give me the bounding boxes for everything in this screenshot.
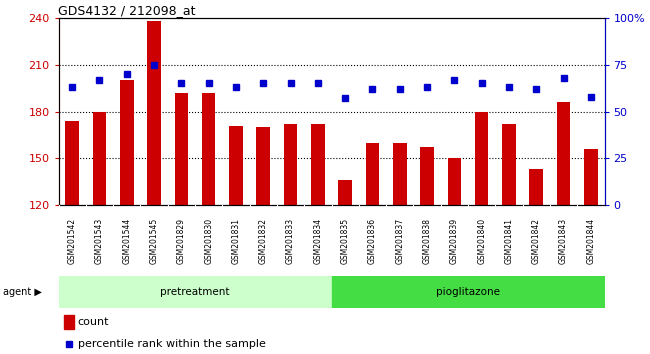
Text: GSM201841: GSM201841 <box>504 218 514 264</box>
Text: GSM201842: GSM201842 <box>532 218 541 264</box>
Bar <box>584 149 598 205</box>
Text: GDS4132 / 212098_at: GDS4132 / 212098_at <box>58 4 196 17</box>
Bar <box>530 169 543 205</box>
Text: GSM201544: GSM201544 <box>122 218 131 264</box>
Bar <box>229 126 243 205</box>
Text: GSM201833: GSM201833 <box>286 218 295 264</box>
Text: GSM201831: GSM201831 <box>231 218 240 264</box>
Text: pioglitazone: pioglitazone <box>436 287 500 297</box>
Text: GSM201844: GSM201844 <box>586 218 595 264</box>
Bar <box>447 159 461 205</box>
Text: GSM201542: GSM201542 <box>68 218 77 264</box>
Bar <box>64 315 74 329</box>
Bar <box>421 148 434 205</box>
Text: GSM201543: GSM201543 <box>95 218 104 264</box>
Text: GSM201830: GSM201830 <box>204 218 213 264</box>
Bar <box>339 180 352 205</box>
Text: count: count <box>77 317 109 327</box>
Bar <box>393 143 407 205</box>
Bar <box>474 112 489 205</box>
Text: GSM201836: GSM201836 <box>368 218 377 264</box>
Bar <box>174 93 188 205</box>
Text: GSM201839: GSM201839 <box>450 218 459 264</box>
Bar <box>120 80 134 205</box>
Text: GSM201840: GSM201840 <box>477 218 486 264</box>
Bar <box>92 112 107 205</box>
Bar <box>311 124 324 205</box>
Bar <box>284 124 298 205</box>
Text: pretreatment: pretreatment <box>161 287 229 297</box>
Text: GSM201832: GSM201832 <box>259 218 268 264</box>
Bar <box>148 21 161 205</box>
Bar <box>556 102 571 205</box>
Text: GSM201837: GSM201837 <box>395 218 404 264</box>
Text: GSM201838: GSM201838 <box>422 218 432 264</box>
Bar <box>58 276 332 308</box>
Text: percentile rank within the sample: percentile rank within the sample <box>77 339 265 349</box>
Bar <box>365 143 380 205</box>
Bar <box>502 124 516 205</box>
Text: GSM201834: GSM201834 <box>313 218 322 264</box>
Text: GSM201829: GSM201829 <box>177 218 186 264</box>
Text: GSM201835: GSM201835 <box>341 218 350 264</box>
Bar <box>256 127 270 205</box>
Text: GSM201843: GSM201843 <box>559 218 568 264</box>
Text: GSM201545: GSM201545 <box>150 218 159 264</box>
Bar <box>202 93 216 205</box>
Bar <box>332 276 604 308</box>
Text: agent ▶: agent ▶ <box>3 287 42 297</box>
Bar <box>65 121 79 205</box>
